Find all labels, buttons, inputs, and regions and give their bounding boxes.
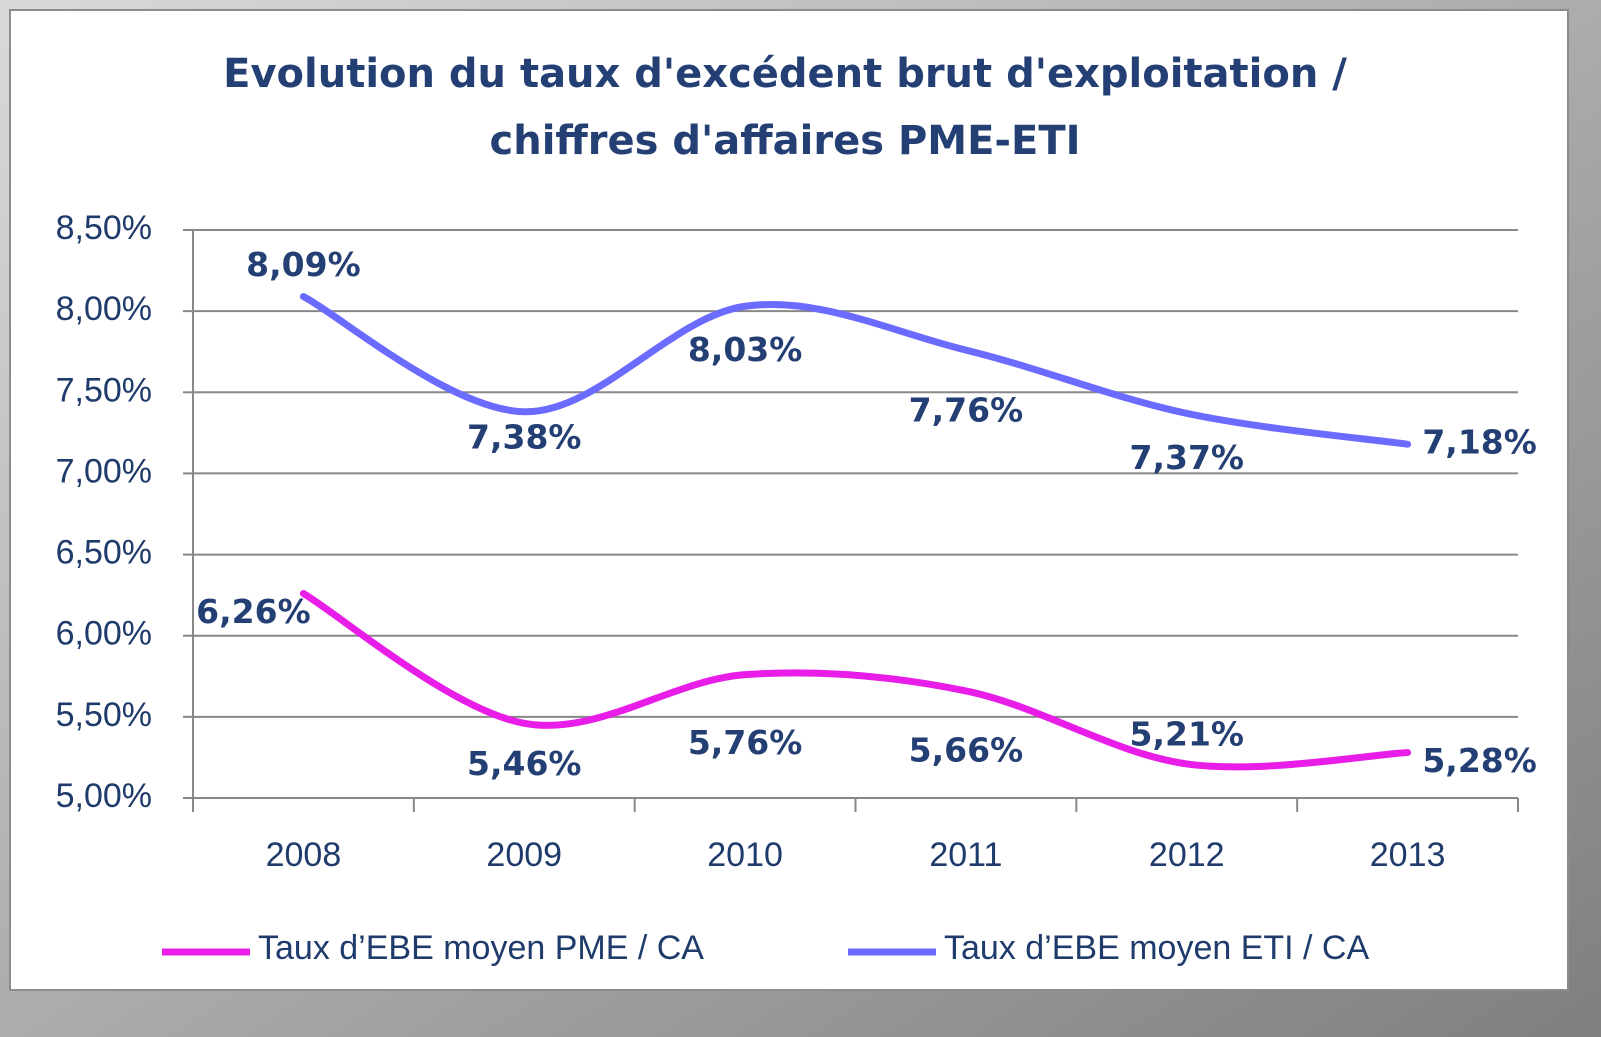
data-label: 6,26% <box>196 592 311 631</box>
data-label: 5,46% <box>467 744 582 783</box>
y-tick-label: 8,50% <box>56 209 152 247</box>
x-tick-label: 2012 <box>1149 836 1225 874</box>
x-tick-label: 2008 <box>266 836 342 874</box>
y-tick-label: 6,50% <box>56 534 152 572</box>
legend-label: Taux d’EBE moyen ETI / CA <box>944 929 1369 967</box>
data-label: 7,18% <box>1422 423 1537 462</box>
data-label: 8,03% <box>688 330 803 369</box>
series-line <box>299 293 1412 448</box>
series-line <box>299 590 1412 771</box>
y-tick-label: 7,50% <box>56 371 152 409</box>
x-tick-label: 2009 <box>486 836 562 874</box>
chart-area <box>9 9 1569 991</box>
chart-title: Evolution du taux d'excédent brut d'expl… <box>223 51 1347 97</box>
y-tick-label: 7,00% <box>56 452 152 490</box>
x-tick-label: 2011 <box>929 836 1002 874</box>
y-tick-label: 5,50% <box>56 696 152 734</box>
y-tick-label: 5,00% <box>56 777 152 815</box>
data-label: 7,38% <box>467 417 582 456</box>
x-tick-label: 2013 <box>1370 836 1446 874</box>
chart-title: chiffres d'affaires PME-ETI <box>490 118 1081 164</box>
data-label: 5,28% <box>1422 741 1537 780</box>
y-tick-label: 6,00% <box>56 615 152 653</box>
data-label: 5,66% <box>909 730 1024 769</box>
legend-label: Taux d’EBE moyen PME / CA <box>258 929 704 967</box>
data-label: 7,37% <box>1130 438 1245 477</box>
data-label: 5,76% <box>688 723 803 762</box>
x-tick-label: 2010 <box>707 836 783 874</box>
data-label: 8,09% <box>246 245 361 284</box>
data-label: 7,76% <box>909 391 1024 430</box>
data-label: 5,21% <box>1130 714 1245 753</box>
y-tick-label: 8,00% <box>56 290 152 328</box>
